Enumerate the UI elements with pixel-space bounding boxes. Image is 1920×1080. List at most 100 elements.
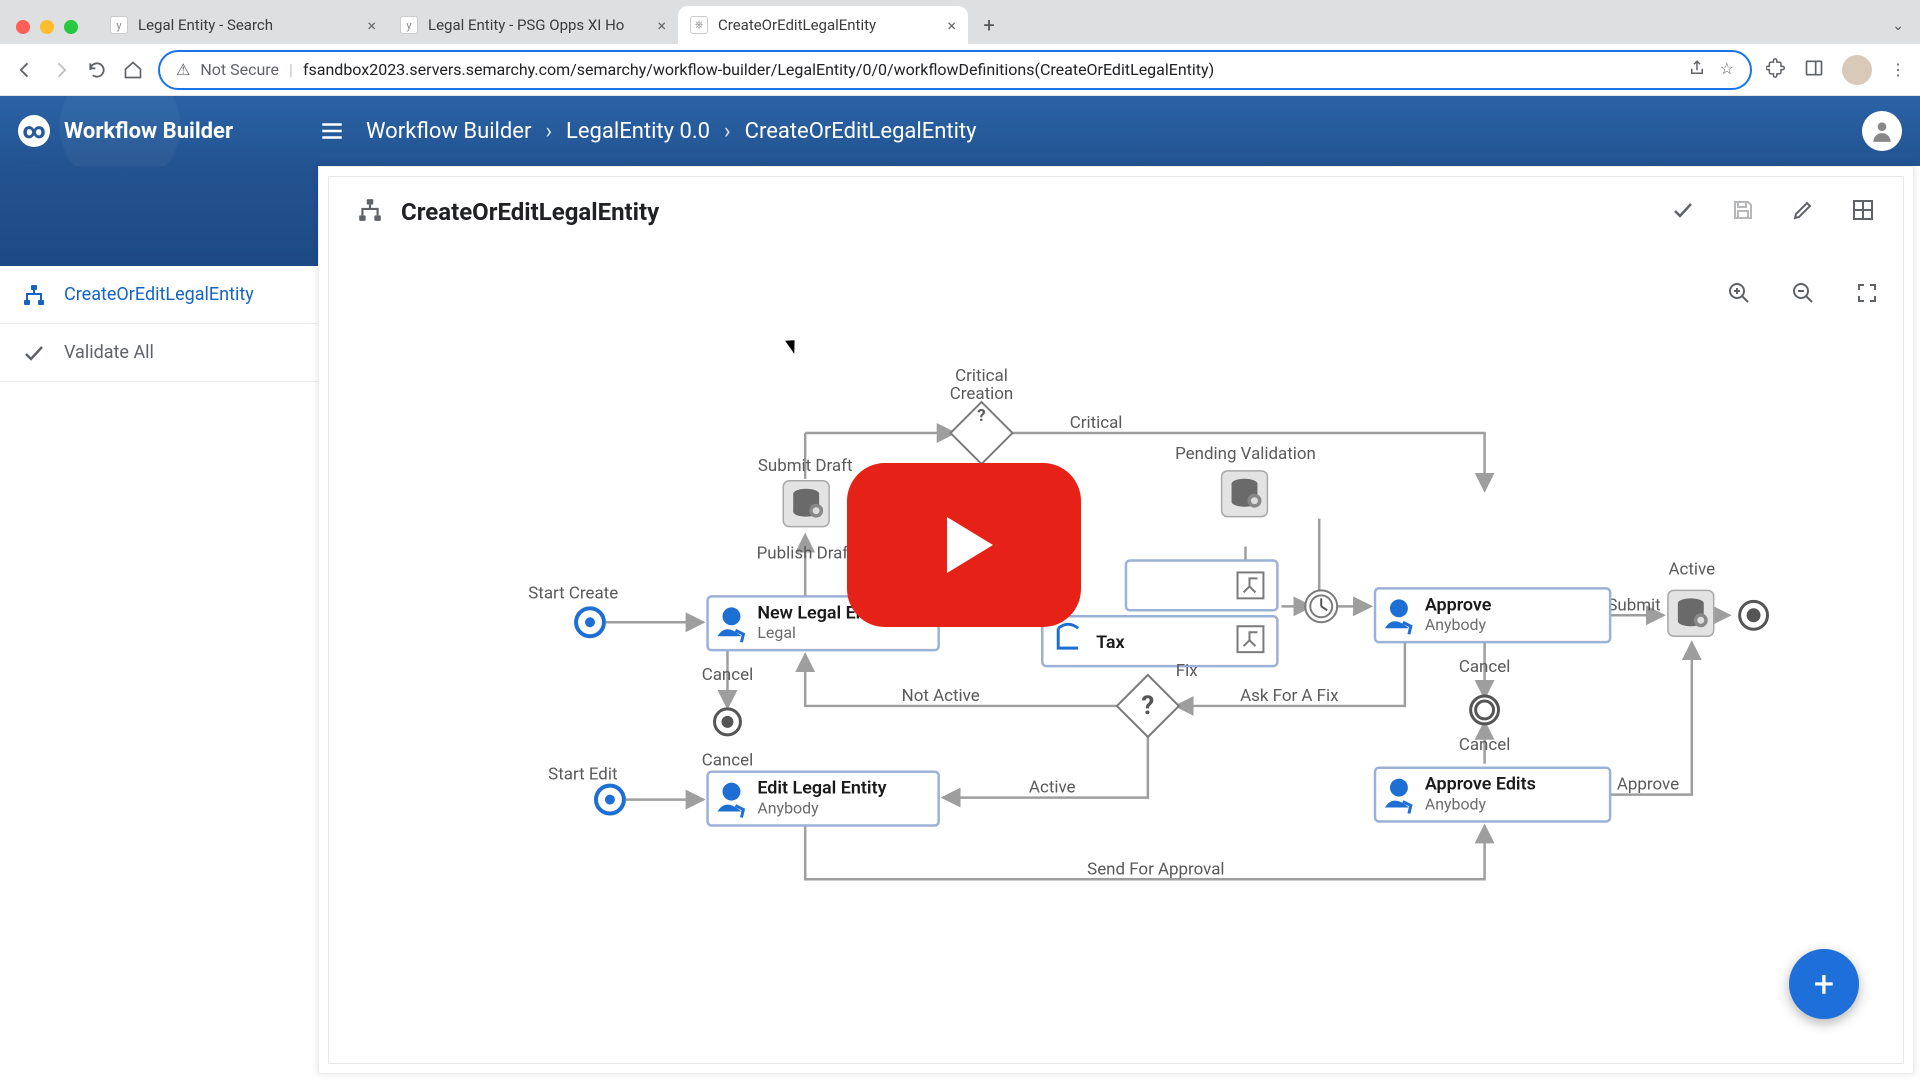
app-header: ∞ Workflow Builder Workflow Builder › Le…: [0, 96, 1920, 166]
sidebar-item-workflow[interactable]: CreateOrEditLegalEntity: [0, 266, 318, 324]
extensions-icon[interactable]: [1766, 58, 1786, 82]
breadcrumb-item[interactable]: LegalEntity 0.0: [566, 119, 710, 144]
validate-button[interactable]: [1671, 198, 1695, 226]
canvas-tools: [1727, 281, 1879, 309]
toolbar-right: ⋮: [1766, 55, 1906, 85]
start-edit[interactable]: Start Edit: [548, 765, 624, 814]
node-submit-draft[interactable]: Submit Draft Publish Draft: [757, 456, 854, 564]
start-create[interactable]: Start Create: [528, 583, 618, 636]
edge-label: Cancel: [1459, 657, 1511, 677]
node-active[interactable]: Active: [1668, 559, 1715, 636]
brand-logo-icon: ∞: [18, 115, 50, 147]
close-tab-icon[interactable]: ×: [947, 16, 956, 35]
breadcrumb-item[interactable]: CreateOrEditLegalEntity: [745, 119, 977, 144]
add-fab-button[interactable]: +: [1789, 949, 1859, 1019]
close-tab-icon[interactable]: ×: [367, 16, 376, 35]
task-approve[interactable]: Approve Anybody: [1375, 588, 1610, 642]
edit-button[interactable]: [1791, 198, 1815, 226]
edge-label: Not Active: [902, 686, 980, 706]
task-role: Anybody: [1425, 795, 1487, 814]
node-label: Submit Draft: [758, 456, 853, 476]
back-button[interactable]: [14, 59, 36, 81]
workflow-canvas[interactable]: Critical No Cancel Cancel: [329, 317, 1903, 1063]
chevron-right-icon: ›: [545, 119, 552, 144]
browser-tab-1[interactable]: y Legal Entity - PSG Opps XI Ho ×: [388, 6, 678, 44]
grid-button[interactable]: [1851, 198, 1875, 226]
hamburger-menu-button[interactable]: [318, 118, 346, 144]
tab-title: CreateOrEditLegalEntity: [718, 16, 876, 34]
tab-strip: y Legal Entity - Search × y Legal Entity…: [0, 0, 1920, 44]
app: ∞ Workflow Builder Workflow Builder › Le…: [0, 96, 1920, 1080]
sidepanel-icon[interactable]: [1804, 58, 1824, 82]
fullscreen-button[interactable]: [1855, 281, 1879, 309]
node-pending-validation[interactable]: Pending Validation: [1175, 444, 1316, 517]
task-aux-panel[interactable]: [1126, 560, 1277, 610]
timer-event[interactable]: [1305, 590, 1337, 622]
task-edit-legal-entity[interactable]: Edit Legal Entity Anybody: [708, 772, 939, 826]
share-icon[interactable]: [1688, 59, 1706, 81]
minimize-window-btn[interactable]: [40, 20, 54, 34]
edge-label: Cancel: [702, 665, 754, 685]
task-tax[interactable]: Tax: [1042, 616, 1277, 666]
zoom-out-button[interactable]: [1791, 281, 1815, 309]
brand: ∞ Workflow Builder: [0, 96, 318, 166]
sidebar-banner: [0, 166, 318, 266]
main-panel: CreateOrEditLegalEntity: [318, 166, 1914, 1074]
task-role: Anybody: [757, 799, 819, 818]
intermediate-cancel[interactable]: [1471, 696, 1499, 724]
gateway-critical[interactable]: ? CriticalCreation: [950, 366, 1013, 464]
bookmark-icon[interactable]: ☆: [1720, 59, 1734, 81]
forward-button[interactable]: [50, 59, 72, 81]
edge-label: Critical: [1070, 413, 1123, 433]
task-approve-edits[interactable]: Approve Edits Anybody: [1375, 768, 1610, 822]
save-button[interactable]: [1731, 198, 1755, 226]
browser-toolbar: ⚠ Not Secure | fsandbox2023.servers.sema…: [0, 44, 1920, 96]
node-label: CriticalCreation: [950, 366, 1013, 404]
security-warning-icon: ⚠: [176, 60, 190, 79]
edge-label: Send For Approval: [1087, 859, 1224, 879]
tab-title: Legal Entity - Search: [138, 16, 273, 34]
breadcrumb: Workflow Builder › LegalEntity 0.0 › Cre…: [366, 119, 977, 144]
security-label: Not Secure: [200, 60, 279, 79]
reload-button[interactable]: [86, 59, 108, 81]
check-icon: [22, 341, 46, 365]
tree-icon: [22, 283, 46, 307]
task-title: Tax: [1096, 632, 1124, 653]
browser-tab-2[interactable]: ⎈ CreateOrEditLegalEntity ×: [678, 6, 968, 44]
breadcrumb-item[interactable]: Workflow Builder: [366, 119, 531, 144]
chevron-right-icon: ›: [724, 119, 731, 144]
close-window-btn[interactable]: [16, 20, 30, 34]
favicon-icon: ⎈: [690, 16, 708, 34]
tabs-dropdown-icon[interactable]: ⌄: [1892, 18, 1904, 34]
gateway-fix[interactable]: Fix ?: [1117, 661, 1198, 737]
edge-label: Submit: [1607, 595, 1660, 615]
sidebar-item-label: CreateOrEditLegalEntity: [64, 284, 254, 305]
node-sublabel: Publish Draft: [757, 544, 854, 564]
task-role: Legal: [757, 623, 796, 642]
task-role: Anybody: [1425, 615, 1487, 634]
node-label: Pending Validation: [1175, 444, 1316, 464]
zoom-in-button[interactable]: [1727, 281, 1751, 309]
window-controls: [12, 20, 88, 44]
user-menu-button[interactable]: [1862, 111, 1902, 151]
brand-title: Workflow Builder: [64, 119, 233, 144]
edge-label: Active: [1029, 778, 1076, 798]
maximize-window-btn[interactable]: [64, 20, 78, 34]
home-button[interactable]: [122, 59, 144, 81]
node-label: Fix: [1176, 661, 1198, 681]
tree-icon: [357, 197, 383, 227]
youtube-play-overlay[interactable]: [847, 463, 1081, 627]
menu-icon[interactable]: ⋮: [1890, 60, 1906, 79]
close-tab-icon[interactable]: ×: [657, 16, 666, 35]
end-cancel[interactable]: [715, 709, 741, 735]
browser-tab-0[interactable]: y Legal Entity - Search ×: [98, 6, 388, 44]
address-bar[interactable]: ⚠ Not Secure | fsandbox2023.servers.sema…: [158, 50, 1752, 90]
sidebar: CreateOrEditLegalEntity Validate All: [0, 166, 318, 1080]
profile-avatar[interactable]: [1842, 55, 1872, 85]
favicon-icon: y: [400, 16, 418, 34]
new-tab-button[interactable]: +: [974, 10, 1004, 40]
sidebar-item-validate[interactable]: Validate All: [0, 324, 318, 382]
end-event[interactable]: [1740, 601, 1768, 629]
task-title: Approve: [1425, 594, 1492, 615]
page-title: CreateOrEditLegalEntity: [401, 198, 659, 226]
